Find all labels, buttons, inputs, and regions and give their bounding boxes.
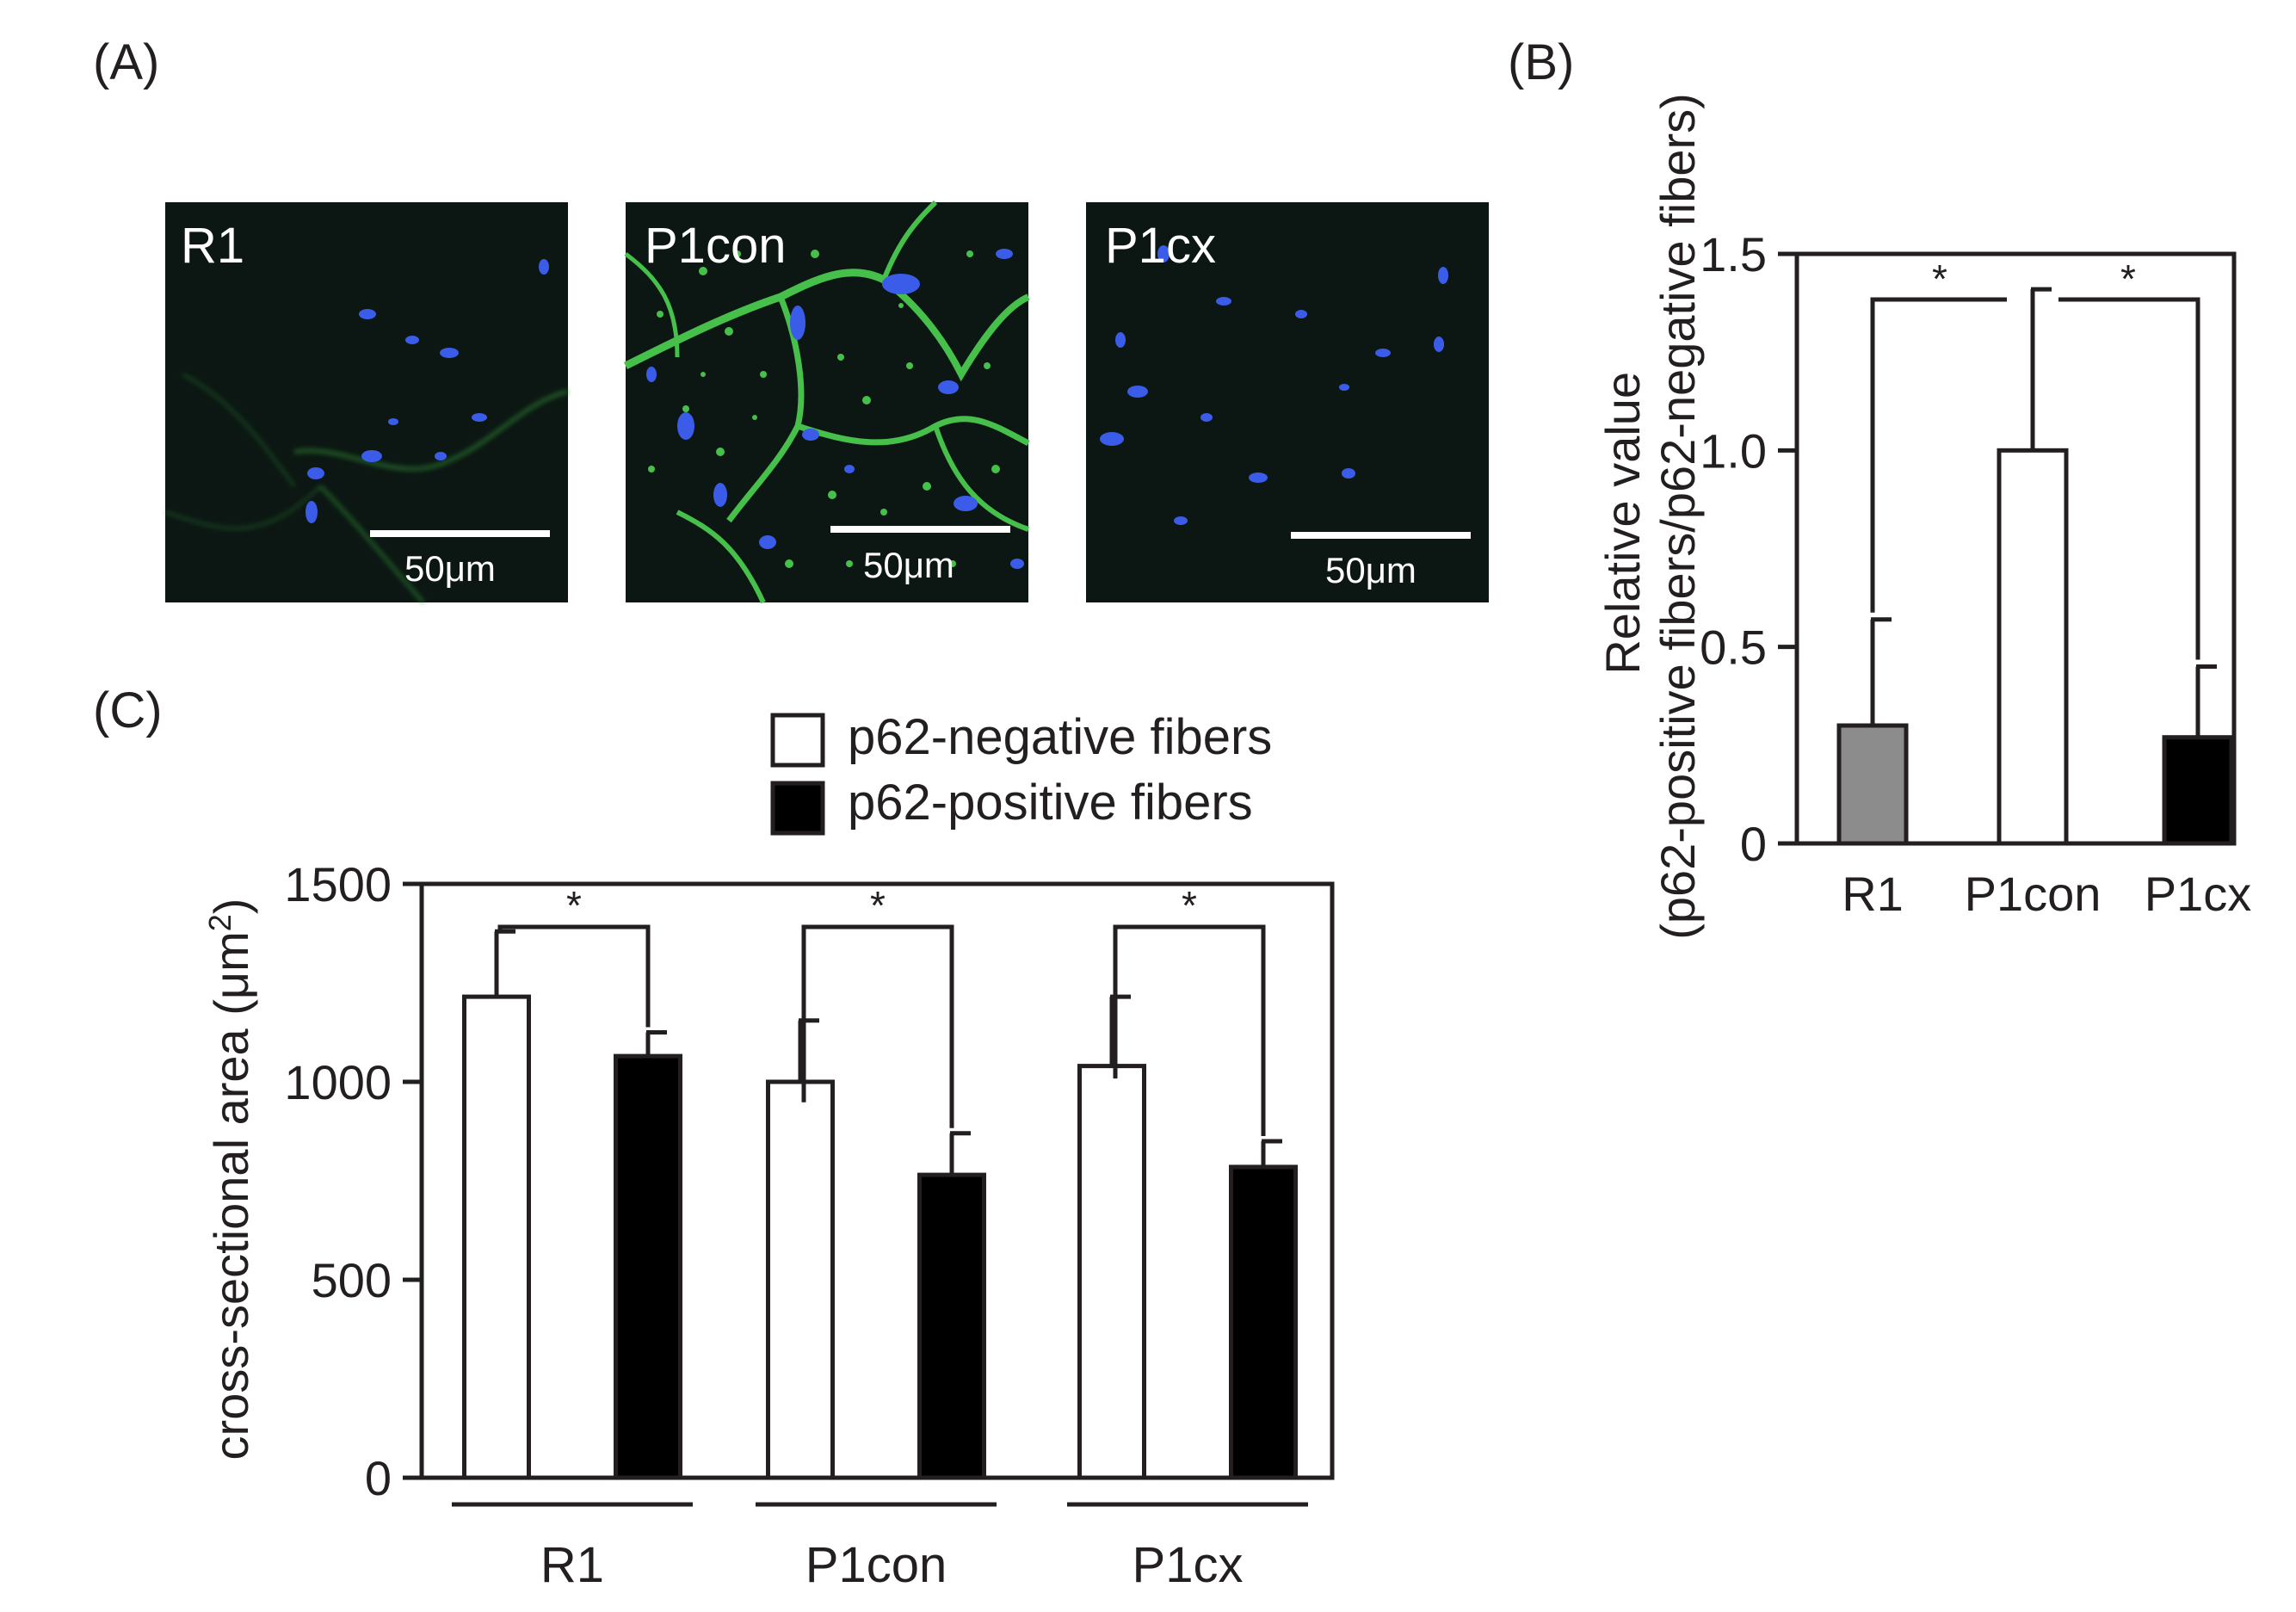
legend-label-negative: p62-negative fibers: [848, 709, 1272, 765]
chart-c-sig-bracket-p1cx: [1113, 924, 1266, 1136]
chart-c-ytick-label-1000: 1000: [284, 1055, 392, 1109]
chart-b-yticks: 0 0.5 1.0 1.5: [1700, 227, 1797, 871]
chart-c-ytick-label-0: 0: [365, 1451, 392, 1505]
micrograph-p1con-p62-signal: [623, 200, 1030, 604]
chart-b: 00.51.01.5 * * R1 P1con P1cx Relative value…: [1595, 93, 2251, 940]
chart-c-groups: R1 P1con P1cx: [452, 1502, 1308, 1593]
chart-b-ytick-label-0: 0: [1740, 817, 1767, 871]
chart-c-ytick-label-500: 500: [312, 1253, 392, 1307]
micrograph-p1cx: P1cx 50μm: [1086, 202, 1489, 602]
chart-c-bar-p1con-p62-negative-fibers: [766, 1079, 835, 1480]
chart-c-group-label-p1cx: P1cx: [1133, 1537, 1244, 1593]
chart-c-yticks: 0 500 1000 1500: [284, 857, 422, 1505]
legend-label-positive: p62-positive fibers: [848, 775, 1253, 831]
micrograph-p1con-p62-dots: [648, 250, 1000, 568]
chart-b-ytick-label-1-0: 1.0: [1700, 423, 1767, 478]
micrograph-p1con: P1con 50μm: [623, 200, 1030, 604]
chart-b-bar-p1cx: [2162, 735, 2234, 846]
panel-a-letter: (A): [93, 34, 159, 90]
chart-b-ylabel-line2: (p62-positive fibers/p62-negative fibers…: [1651, 93, 1705, 940]
micrograph-p1cx-scale-text: 50μm: [1325, 550, 1416, 590]
chart-c-bar-r1-p62-positive-fibers: [614, 1053, 682, 1480]
chart-b-ylabel-line1: Relative value: [1595, 372, 1650, 675]
chart-b-sig-star-2: *: [2120, 256, 2136, 301]
chart-b-xtick-label-p1cx: P1cx: [2145, 867, 2252, 921]
micrograph-r1-p62-signal: [164, 373, 569, 604]
chart-c-errorbars: [494, 929, 1282, 1176]
chart-c-bar-p1cx-p62-positive-fibers: [1229, 1164, 1298, 1480]
chart-b-sig-bracket-2: [2058, 297, 2200, 660]
chart-c-sig-bracket-p1con: [801, 924, 954, 1128]
micrograph-p1con-scale-text: 50μm: [863, 545, 954, 585]
micrograph-p1con-background: [626, 202, 1028, 602]
micrograph-r1-label: R1: [181, 218, 244, 274]
chart-c-bar-p1con-p62-positive-fibers: [917, 1172, 986, 1480]
chart-c-sig-star-r1: *: [566, 883, 582, 928]
micrograph-p1cx-label: P1cx: [1105, 218, 1216, 274]
chart-c-ylabel: cross-sectional area (μm2): [202, 899, 258, 1461]
chart-c-bars: [462, 994, 1298, 1480]
chart-b-bar-r1: [1836, 723, 1909, 846]
panel-b-letter: (B): [1508, 34, 1574, 90]
micrograph-r1: R1 50μm: [164, 202, 569, 604]
chart-b-sig-star-1: *: [1932, 256, 1947, 301]
chart-c-sig-star-p1cx: *: [1182, 883, 1197, 928]
chart-c-bar-r1-p62-negative-fibers: [462, 994, 531, 1480]
chart-c-sig-star-p1con: *: [870, 883, 886, 928]
chart-c-legend: p62-negative fibers p62-positive fibers: [770, 709, 1272, 836]
chart-b-ytick-label-0-5: 0.5: [1700, 621, 1767, 675]
chart-c-sig-bracket-r1: [497, 924, 651, 1028]
chart-b-bar-p1con: [1997, 448, 2069, 846]
chart-b-xticks: R1 P1con P1cx: [1842, 867, 2251, 921]
chart-c-group-label-r1: R1: [540, 1537, 604, 1593]
legend-swatch-positive: [770, 781, 825, 836]
chart-b-ylabel: Relative value (p62-positive fibers/p62-…: [1595, 93, 1705, 940]
legend-swatch-negative: [770, 713, 825, 768]
chart-c-ytick-label-1500: 1500: [284, 857, 392, 911]
chart-b-ytick-label-1-5: 1.5: [1700, 227, 1767, 281]
chart-c-frame: [419, 881, 1335, 1480]
chart-b-sig-bracket-1: [1870, 297, 2007, 613]
chart-b-bars: [1836, 448, 2234, 846]
chart-c-group-label-p1con: P1con: [805, 1537, 947, 1593]
micrograph-p1con-label: P1con: [645, 218, 786, 274]
chart-c: 0 500 1000 1500 * * * R1 P1con P1cx cross-secti…: [202, 857, 1335, 1593]
chart-b-xtick-label-p1con: P1con: [1965, 867, 2102, 921]
micrograph-p1con-nuclei: [646, 249, 1024, 569]
micrograph-r1-nuclei: [306, 259, 549, 523]
chart-c-significance: * * *: [497, 883, 1266, 1136]
micrograph-r1-scale-text: 50μm: [404, 548, 496, 589]
micrograph-p1cx-nuclei: [1100, 245, 1448, 525]
chart-c-bar-p1cx-p62-negative-fibers: [1077, 1064, 1146, 1480]
chart-b-errorbars: [1870, 287, 2217, 738]
chart-b-xtick-label-r1: R1: [1842, 867, 1904, 921]
chart-b-significance: * *: [1870, 256, 2200, 660]
panel-c-letter: (C): [93, 682, 163, 738]
